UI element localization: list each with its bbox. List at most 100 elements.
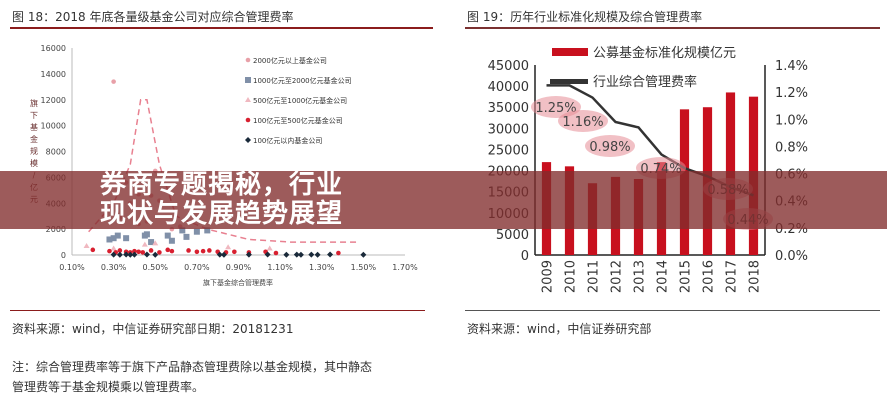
x-tick-label: 0.90% (226, 263, 252, 272)
data-point-diamond (264, 251, 271, 258)
data-point-square (123, 235, 130, 242)
x-tick-label: 1.10% (267, 263, 293, 272)
data-point-triangle (141, 241, 148, 247)
data-point-dot (140, 250, 146, 255)
y-tick-label: 10000 (41, 122, 66, 131)
y-axis-label-char: 基 (30, 122, 38, 132)
data-label-bubble (585, 135, 635, 157)
x-tick-label: 0.50% (143, 263, 169, 272)
data-point-diamond (127, 251, 134, 258)
legend-label: 100亿元以内基金公司 (253, 136, 322, 145)
y-axis-label-char: 金 (30, 134, 38, 144)
x-tick-label: 2018 (748, 260, 763, 293)
data-point-dot (111, 79, 116, 84)
data-point-triangle (152, 240, 159, 246)
right-tick-label: 0.8% (775, 140, 808, 155)
data-point-dot (336, 250, 341, 256)
data-point-diamond (216, 251, 223, 258)
data-point-triangle (83, 242, 90, 248)
x-tick-label: 0.70% (184, 263, 210, 272)
trend-line (88, 99, 360, 243)
y-tick-label: 12000 (41, 96, 66, 105)
x-tick-label: 2015 (679, 260, 694, 293)
data-point-square (148, 239, 155, 246)
y-tick-label: 8000 (46, 148, 66, 157)
data-point-square (114, 232, 121, 239)
chart-19-title-rule (465, 27, 880, 29)
data-point-square (106, 236, 113, 243)
y-axis-label-char: 模 (30, 158, 38, 168)
y-tick-label: 14000 (41, 70, 66, 79)
legend-swatch-bar (552, 48, 588, 56)
x-tick-label: 2012 (610, 260, 625, 293)
data-point-diamond (116, 251, 123, 258)
data-point-dot (186, 248, 191, 253)
data-label: 1.16% (562, 115, 603, 130)
data-point-diamond (308, 251, 315, 258)
chart-18-title: 图 18：2018 年底各量级基金公司对应综合管理费率 (12, 10, 294, 24)
legend-swatch-line (550, 79, 588, 84)
legend-label: 行业综合管理费率 (593, 74, 697, 90)
data-label: 1.25% (535, 101, 576, 116)
data-point-dot (90, 247, 96, 253)
left-tick-label: 30000 (488, 122, 529, 137)
data-point-dot (200, 248, 206, 254)
chart-18-note-line-2: 管理费等于基金规模乘以管理费率。 (12, 380, 205, 394)
data-point-dot (117, 248, 123, 253)
x-tick-label: 2013 (633, 260, 648, 293)
left-tick-label: 35000 (488, 101, 529, 116)
headline-text: 券商专题揭秘，行业现状与发展趋势展望 (100, 170, 344, 229)
legend-label: 100亿元至500亿元基金公司 (253, 116, 343, 125)
left-tick-label: 0 (521, 249, 529, 264)
data-point-diamond (245, 137, 251, 143)
data-point-square (143, 231, 150, 238)
data-point-dot (136, 249, 141, 255)
data-point-dot (132, 248, 137, 254)
x-tick-label: 2011 (587, 260, 602, 293)
data-point-diamond (297, 251, 304, 258)
data-point-dot (169, 248, 175, 254)
legend-label: 2000亿元以上基金公司 (253, 56, 327, 65)
x-tick-label: 2016 (702, 260, 717, 293)
legend-label: 公募基金标准化规模亿元 (593, 45, 736, 61)
data-point-dot (165, 247, 171, 253)
chart-18-bottom-rule (10, 310, 425, 311)
data-point-diamond (123, 251, 130, 258)
y-tick-label: 2000 (46, 225, 66, 234)
data-point-diamond (293, 251, 300, 258)
data-point-dot (107, 248, 112, 254)
right-tick-label: 1.0% (775, 113, 808, 128)
left-tick-label: 5000 (496, 228, 529, 243)
data-point-dot (157, 250, 162, 255)
y-tick-label: 16000 (41, 44, 66, 53)
x-tick-label: 2014 (656, 260, 671, 293)
data-point-square (193, 228, 200, 235)
data-label-bubble (558, 110, 608, 132)
data-point-diamond (131, 251, 138, 258)
x-tick-label: 1.70% (392, 263, 418, 272)
data-point-diamond (110, 251, 117, 258)
x-axis-label: 旗下基金综合管理费率 (203, 278, 273, 287)
data-point-diamond (283, 251, 290, 258)
left-tick-label: 25000 (488, 143, 529, 158)
data-point-diamond (143, 251, 150, 258)
right-tick-label: 1.2% (775, 86, 808, 101)
right-tick-label: 1.4% (775, 59, 808, 74)
data-point-diamond (245, 251, 252, 258)
x-tick-label: 2010 (564, 260, 579, 293)
data-point-triangle (225, 244, 232, 250)
data-point-dot (232, 249, 237, 255)
chart-18-source: 资料来源：wind，中信证券研究部日期：20181231 (12, 322, 294, 336)
left-tick-label: 40000 (488, 80, 529, 95)
data-point-triangle (245, 97, 251, 102)
legend-label: 500亿元至1000亿元基金公司 (253, 96, 347, 105)
data-point-triangle (266, 245, 273, 251)
x-tick-label: 2009 (541, 260, 556, 293)
x-tick-label: 1.30% (309, 263, 335, 272)
chart-19-title: 图 19：历年行业标准化规模及综合管理费率 (467, 10, 703, 24)
data-point-dot (245, 117, 251, 123)
y-axis-label-char: 下 (30, 111, 38, 120)
data-point-square (204, 227, 211, 234)
data-point-triangle (110, 245, 117, 251)
data-point-diamond (314, 251, 321, 258)
